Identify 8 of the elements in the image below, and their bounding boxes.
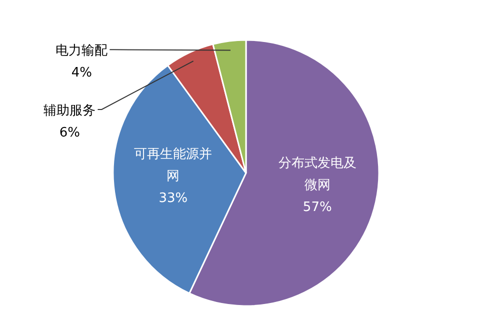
slice-label: 辅助服务 (44, 103, 96, 118)
slice-label: 电力输配 (56, 44, 108, 59)
slice-label: 分布式发电及微网 (278, 156, 356, 193)
slice-label: 可再生能源并网 (134, 146, 212, 184)
data-label: 33% (158, 190, 188, 206)
data-label: 4% (71, 66, 92, 81)
data-label: 57% (302, 200, 332, 215)
data-label: 6% (59, 125, 80, 140)
